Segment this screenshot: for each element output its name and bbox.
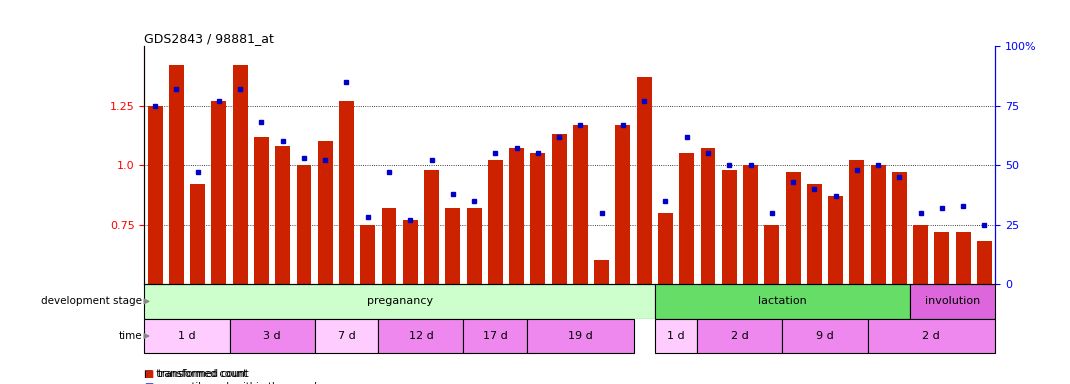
Bar [764, 225, 779, 284]
Text: 1 d: 1 d [668, 331, 685, 341]
Bar [463, 319, 528, 353]
Bar [254, 137, 269, 284]
Bar [528, 319, 633, 353]
Bar [655, 319, 698, 353]
Bar [785, 172, 800, 284]
Bar [615, 125, 630, 284]
Bar [296, 165, 311, 284]
Bar [424, 170, 439, 284]
Bar [552, 134, 567, 284]
Bar [315, 319, 379, 353]
Bar [275, 146, 290, 284]
Bar [382, 208, 397, 284]
Bar [144, 319, 230, 353]
Bar [956, 232, 970, 284]
Text: 3 d: 3 d [263, 331, 280, 341]
Text: 9 d: 9 d [816, 331, 834, 341]
Bar [701, 149, 716, 284]
Bar [828, 196, 843, 284]
Bar [868, 319, 995, 353]
Bar [212, 101, 227, 284]
Bar [698, 319, 782, 353]
Bar [488, 161, 503, 284]
Text: ■ transformed count: ■ transformed count [144, 369, 247, 379]
Bar [679, 153, 694, 284]
Bar [658, 213, 673, 284]
Text: 17 d: 17 d [483, 331, 508, 341]
Bar [782, 319, 868, 353]
Bar [913, 225, 928, 284]
Text: transformed count: transformed count [158, 369, 249, 379]
Bar [339, 101, 354, 284]
Text: 1 d: 1 d [179, 331, 196, 341]
Text: ■: ■ [144, 382, 154, 384]
Bar [892, 172, 907, 284]
Bar [871, 165, 886, 284]
Bar [594, 260, 609, 284]
Text: ■: ■ [144, 369, 154, 379]
Bar [318, 141, 333, 284]
Bar [445, 208, 460, 284]
Text: preganancy: preganancy [367, 296, 432, 306]
Bar [850, 161, 865, 284]
Bar [169, 65, 184, 284]
Text: percentile rank within the sample: percentile rank within the sample [158, 382, 323, 384]
Bar [232, 65, 247, 284]
Bar [190, 184, 205, 284]
Bar [361, 225, 376, 284]
Bar [531, 153, 546, 284]
Text: development stage: development stage [42, 296, 142, 306]
Text: time: time [119, 331, 142, 341]
Bar [467, 208, 482, 284]
Text: GDS2843 / 98881_at: GDS2843 / 98881_at [144, 32, 274, 45]
Bar [743, 165, 758, 284]
Bar [910, 284, 995, 319]
Bar [144, 284, 655, 319]
Text: 2 d: 2 d [922, 331, 941, 341]
Bar [402, 220, 417, 284]
Bar [509, 149, 524, 284]
Text: 12 d: 12 d [409, 331, 433, 341]
Text: lactation: lactation [758, 296, 807, 306]
Bar [655, 284, 911, 319]
Text: 2 d: 2 d [731, 331, 749, 341]
Bar [379, 319, 463, 353]
Bar [722, 170, 737, 284]
Bar [148, 106, 163, 284]
Bar [977, 241, 992, 284]
Text: 19 d: 19 d [568, 331, 593, 341]
Bar [637, 77, 652, 284]
Bar [807, 184, 822, 284]
Bar [934, 232, 949, 284]
Bar [230, 319, 315, 353]
Text: 7 d: 7 d [338, 331, 355, 341]
Bar [572, 125, 587, 284]
Text: involution: involution [924, 296, 980, 306]
